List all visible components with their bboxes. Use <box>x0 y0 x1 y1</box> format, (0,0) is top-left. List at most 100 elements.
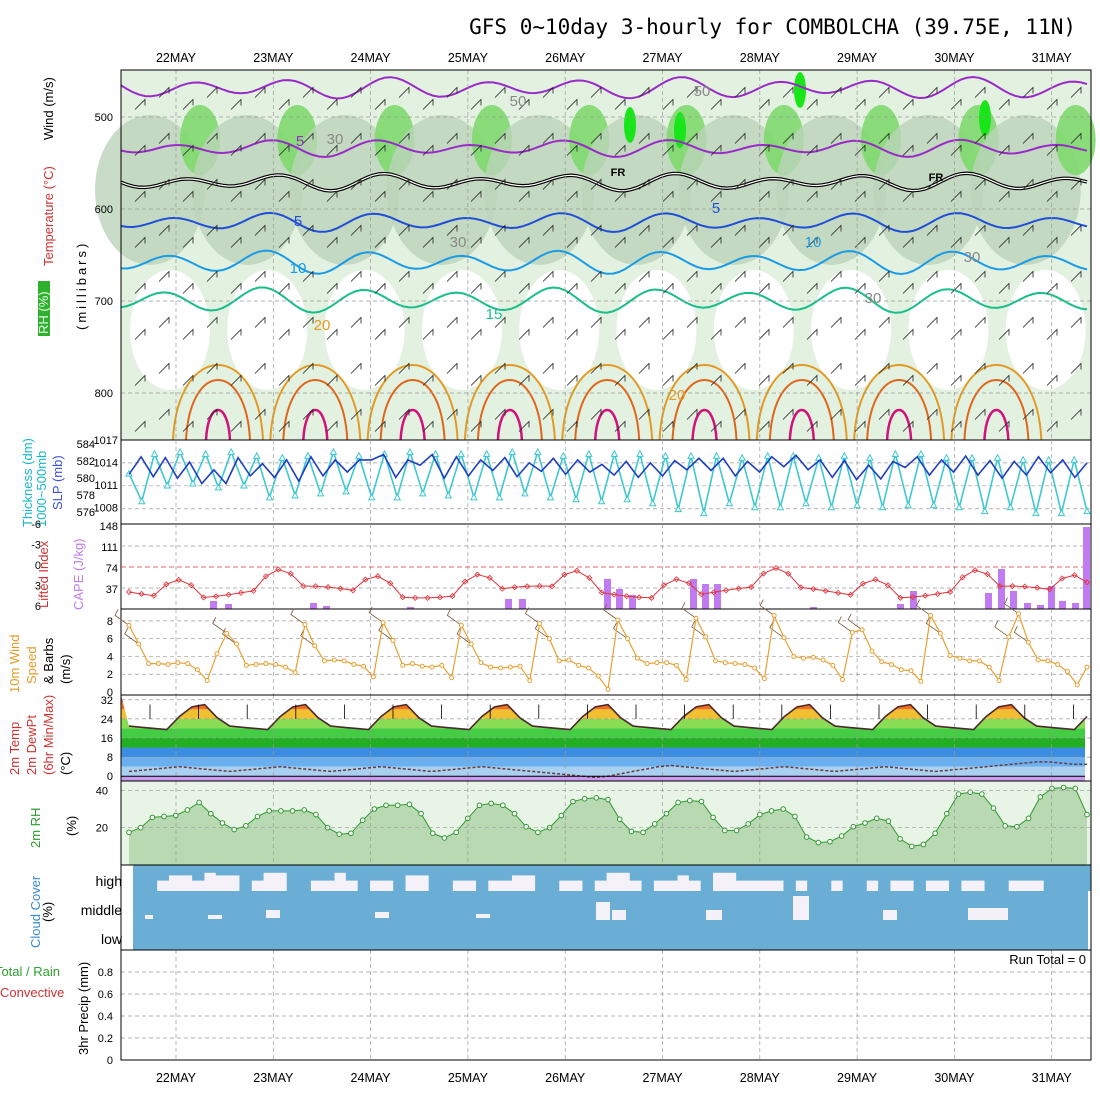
contour-arch-20 <box>463 364 556 441</box>
wind-speed-point <box>126 622 132 628</box>
rh-point <box>231 826 237 833</box>
lifted-index-tick: -6 <box>31 519 41 531</box>
wind-barb <box>222 627 237 645</box>
thickness-line-point <box>137 497 146 505</box>
thickness-line-point <box>1044 455 1053 463</box>
upper-wind-barb <box>590 132 602 144</box>
wind-speed-point <box>605 686 611 692</box>
wind-speed-point <box>1074 682 1080 688</box>
pressure-tick: 600 <box>95 204 113 216</box>
wind-speed-line <box>128 612 1088 691</box>
lifted-index-point <box>424 594 431 602</box>
lifted-index-point <box>399 594 406 601</box>
upper-wind-barb <box>974 178 986 190</box>
upper-wind-barb <box>134 420 146 432</box>
temp-band <box>121 776 1085 781</box>
upper-wind-barb <box>926 408 938 420</box>
upper-wind-barb <box>470 144 482 156</box>
upper-wind-barb <box>1022 224 1034 236</box>
cloud-high-bar <box>286 865 300 891</box>
upper-wind-barb <box>494 178 506 190</box>
lifted-index-label: Lifted Index <box>36 540 51 608</box>
lifted-index-point <box>362 576 369 583</box>
upper-wind-barb <box>782 316 794 328</box>
temp-panel: 32 24 16 8 0 2m Temp 2m DewPt (6hr Min/Max) (°C… <box>7 694 1092 783</box>
upper-wind-barb <box>302 132 314 144</box>
upper-wind-barb <box>206 132 218 144</box>
cloud-high-bar <box>878 865 891 891</box>
upper-wind-barb <box>710 374 722 386</box>
rh-point <box>289 808 296 814</box>
upper-wind-barb <box>182 420 194 432</box>
upper-wind-barb <box>974 362 986 374</box>
temp-series <box>121 703 1088 779</box>
rh-point <box>313 811 319 818</box>
lifted-index-point <box>611 591 618 598</box>
date-label-top: 26MAY <box>545 51 586 65</box>
surface-wind-barbs <box>114 597 1029 647</box>
wind-panel: 8 6 4 2 0 10m Wind Speed & Barbs (m/s) <box>7 597 1092 699</box>
upper-wind-barb <box>542 86 554 98</box>
temp-tick: 8 <box>107 752 113 764</box>
temp-band <box>121 718 1085 729</box>
date-label-bottom: 31MAY <box>1032 1071 1073 1085</box>
thickness-line-point <box>725 499 734 507</box>
thickness-tick: 582 <box>77 456 95 468</box>
wind-speed-point <box>409 661 415 667</box>
upper-wind-barb <box>854 282 866 294</box>
upper-wind-barb <box>422 420 434 432</box>
upper-wind-barb <box>686 408 698 420</box>
cape-tick: 148 <box>100 521 118 533</box>
temp-band <box>121 747 1085 758</box>
upper-wind-barb <box>446 178 458 190</box>
thickness-line-point <box>738 453 746 461</box>
cloud-high-bar <box>830 865 844 881</box>
upper-wind-barb <box>254 178 266 190</box>
upper-wind-barb <box>638 224 650 236</box>
temp-band <box>121 738 1085 748</box>
upper-wind-barb <box>950 144 962 156</box>
upper-wind-barb <box>1046 328 1058 340</box>
thickness-line-point <box>342 487 350 495</box>
upper-wind-barb <box>470 374 482 386</box>
cape-tick: 37 <box>106 584 118 596</box>
rh-point <box>254 813 261 820</box>
wind-tick: 4 <box>107 651 113 663</box>
lifted-index-point <box>673 576 680 583</box>
rh-point <box>453 829 459 836</box>
slp-tick: 1017 <box>94 435 118 447</box>
lifted-index-point <box>573 567 580 574</box>
upper-wind-barb <box>614 144 626 156</box>
contour-label: 15 <box>486 306 503 323</box>
rh-dry-region <box>713 270 794 390</box>
thickness-line-point <box>840 451 849 459</box>
rh-point <box>827 838 833 845</box>
upper-wind-barb <box>686 362 698 374</box>
rh-point <box>675 799 681 806</box>
rh-saturated-region <box>979 100 991 136</box>
wind-speed-point <box>439 662 445 668</box>
upper-wind-barb <box>398 132 410 144</box>
wind-speed-point <box>713 658 719 664</box>
upper-wind-barb <box>470 98 482 110</box>
upper-wind-barb <box>686 270 698 282</box>
rh-dry-region <box>1005 270 1086 390</box>
rh-dry-region <box>130 270 210 390</box>
upper-wind-barb <box>326 374 338 386</box>
contour-arch-30 <box>885 408 913 441</box>
run-total: Run Total = 0 <box>1009 952 1086 967</box>
upper-wind-barb <box>398 316 410 328</box>
upper-ylabels: RH (%) Temperature (°C) Wind (m/s) (mill… <box>36 77 89 336</box>
cloud-high-bar <box>452 865 465 881</box>
thickness-line-point <box>1057 509 1066 517</box>
upper-wind-barb <box>758 144 770 156</box>
cloud-high-bar <box>594 865 607 881</box>
upper-wind-barb <box>734 362 746 374</box>
lifted-index-point <box>1059 575 1066 582</box>
contour-arch-20 <box>269 364 362 441</box>
lifted-index-point <box>971 567 979 574</box>
cloud-high-bar <box>239 865 252 891</box>
upper-wind-barb <box>254 362 266 374</box>
rh-moist-region <box>873 115 984 265</box>
wind-speed-point <box>576 662 582 668</box>
